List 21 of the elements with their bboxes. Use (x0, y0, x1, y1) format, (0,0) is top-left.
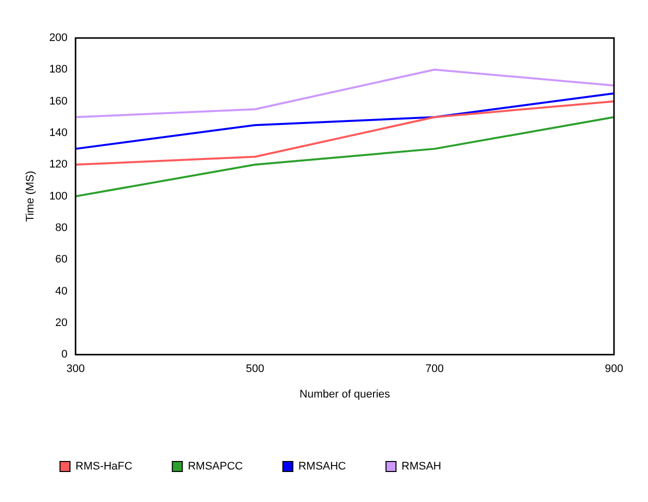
y-tick-label: 100 (49, 190, 68, 202)
y-tick-label: 120 (49, 158, 68, 171)
y-tick-label: 180 (49, 64, 68, 76)
y-tick-label: 200 (49, 32, 68, 44)
x-axis-title: Number of queries (300, 388, 391, 400)
y-axis-title: Time (MS) (24, 170, 37, 222)
legend-label: RMS-HaFC (76, 460, 132, 473)
y-tick-label: 40 (55, 285, 68, 298)
y-tick-label: 0 (61, 348, 68, 361)
x-tick-label: 900 (604, 363, 624, 376)
x-tick-label: 700 (425, 363, 444, 376)
y-tick-label: 140 (49, 127, 68, 140)
y-tick-label: 160 (49, 95, 68, 108)
legend-label: RMSAHC (298, 460, 346, 473)
x-tick-label: 300 (66, 363, 85, 376)
y-tick-label: 60 (55, 254, 68, 266)
y-tick-label: 80 (55, 222, 68, 234)
legend-label: RMSAH (402, 460, 442, 473)
y-tick-label: 20 (55, 316, 68, 329)
legend-label: RMSAPCC (188, 460, 243, 473)
x-tick-label: 500 (246, 363, 264, 376)
